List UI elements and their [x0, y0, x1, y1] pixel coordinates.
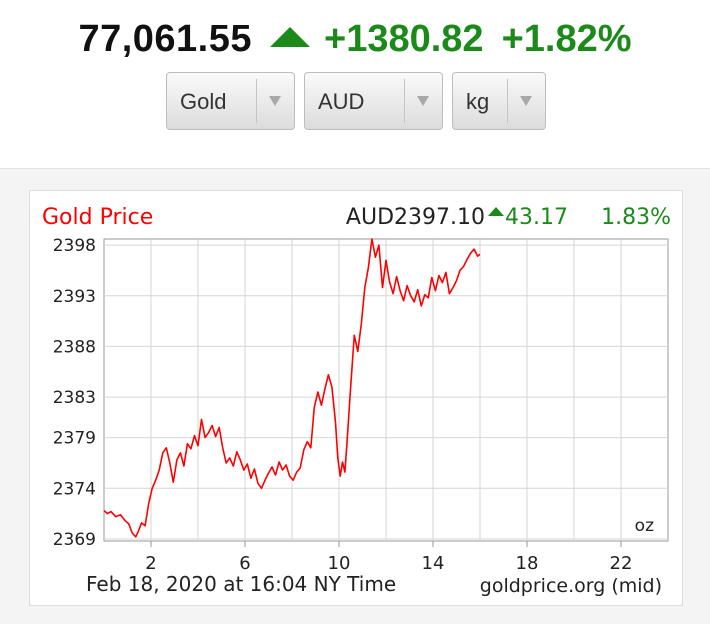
y-tick-label: 2374 [53, 479, 96, 499]
chart-source: goldprice.org (mid) [480, 575, 662, 597]
price-header: 77,061.55 +1380.82 +1.82% Gold AUD kg [0, 0, 710, 168]
chart-title: Gold Price [42, 205, 153, 230]
currency-select-value: AUD [318, 89, 365, 114]
currency-select[interactable]: AUD [304, 72, 443, 130]
metal-select[interactable]: Gold [166, 72, 295, 130]
y-tick-label: 2369 [53, 530, 96, 550]
x-tick-label: 2 [145, 553, 156, 574]
chevron-down-icon [417, 96, 429, 106]
y-tick-label: 2388 [53, 337, 96, 357]
chevron-down-icon [520, 96, 532, 106]
unit-select-value: kg [466, 89, 490, 114]
up-triangle-icon [488, 207, 504, 216]
chart-current-value: AUD2397.10 [346, 205, 485, 230]
chart-change: 43.17 [505, 205, 568, 230]
y-tick-label: 2398 [53, 236, 96, 256]
current-price: 77,061.55 [78, 18, 253, 60]
y-tick-label: 2393 [53, 287, 96, 307]
price-change: +1380.82 [324, 18, 484, 60]
unit-label: oz [635, 516, 654, 536]
chevron-down-icon [269, 96, 281, 106]
chart-timestamp: Feb 18, 2020 at 16:04 NY Time [86, 572, 396, 596]
chart-change-percent: 1.83% [601, 205, 671, 230]
x-tick-label: 18 [516, 553, 539, 574]
price-summary: 77,061.55 +1380.82 +1.82% [0, 18, 710, 70]
unit-select[interactable]: kg [452, 72, 546, 130]
price-change-percent: +1.82% [501, 18, 632, 60]
y-tick-label: 2379 [53, 429, 96, 449]
chart-card: 2398 2393 2388 2383 2379 2374 2369 2 6 10 14 18 22 … [29, 190, 683, 606]
x-tick-label: 6 [239, 553, 250, 574]
x-tick-label: 10 [328, 553, 351, 574]
metal-select-value: Gold [180, 89, 227, 114]
y-tick-label: 2383 [53, 388, 96, 408]
up-triangle-icon [270, 27, 311, 47]
gold-price-line [103, 238, 481, 538]
x-tick-label: 14 [422, 553, 445, 574]
x-tick-label: 22 [610, 553, 633, 574]
